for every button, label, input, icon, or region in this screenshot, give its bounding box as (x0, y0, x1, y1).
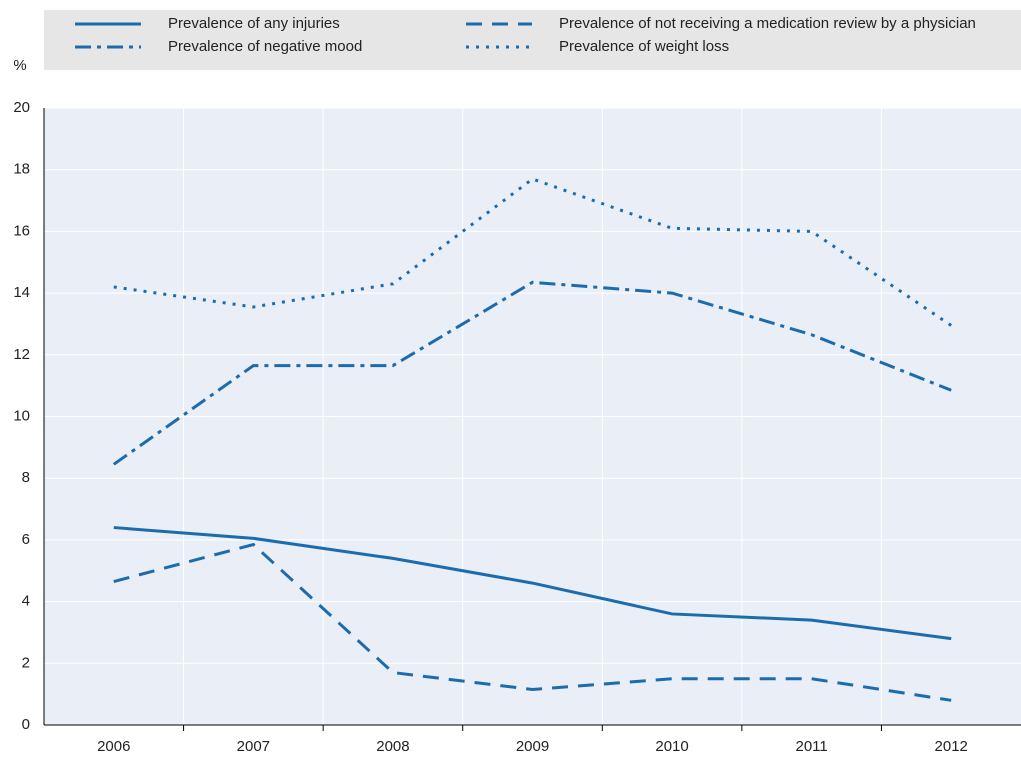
y-axis-label: % (13, 57, 26, 74)
series-line (113, 177, 953, 327)
legend-label: Prevalence of weight loss (559, 38, 729, 55)
x-tick-label: 2011 (796, 738, 828, 755)
y-tick-label: 14 (13, 284, 30, 301)
legend-box (44, 10, 1021, 70)
legend-label: Prevalence of negative mood (168, 38, 362, 55)
x-tick-label: 2008 (376, 738, 409, 755)
y-tick-label: 20 (13, 99, 30, 116)
x-tick-label: 2009 (516, 738, 549, 755)
y-tick-label: 0 (22, 716, 30, 733)
x-tick-label: 2010 (655, 738, 688, 755)
series-line (113, 542, 952, 702)
y-tick-label: 18 (13, 161, 30, 178)
y-tick-label: 2 (22, 654, 30, 671)
y-tick-label: 16 (13, 222, 30, 239)
legend-label: Prevalence of any injuries (168, 15, 340, 32)
x-tick-label: 2006 (97, 738, 130, 755)
series-line (113, 526, 952, 641)
y-tick-label: 8 (22, 469, 30, 486)
y-tick-label: 10 (13, 407, 30, 424)
y-tick-label: 4 (22, 593, 30, 610)
legend-label: Prevalence of not receiving a medication… (559, 15, 976, 32)
x-tick-label: 2012 (935, 738, 968, 755)
y-tick-label: 12 (13, 346, 30, 363)
series-line (112, 280, 952, 466)
y-tick-label: 6 (22, 531, 30, 548)
x-tick-label: 2007 (237, 738, 270, 755)
